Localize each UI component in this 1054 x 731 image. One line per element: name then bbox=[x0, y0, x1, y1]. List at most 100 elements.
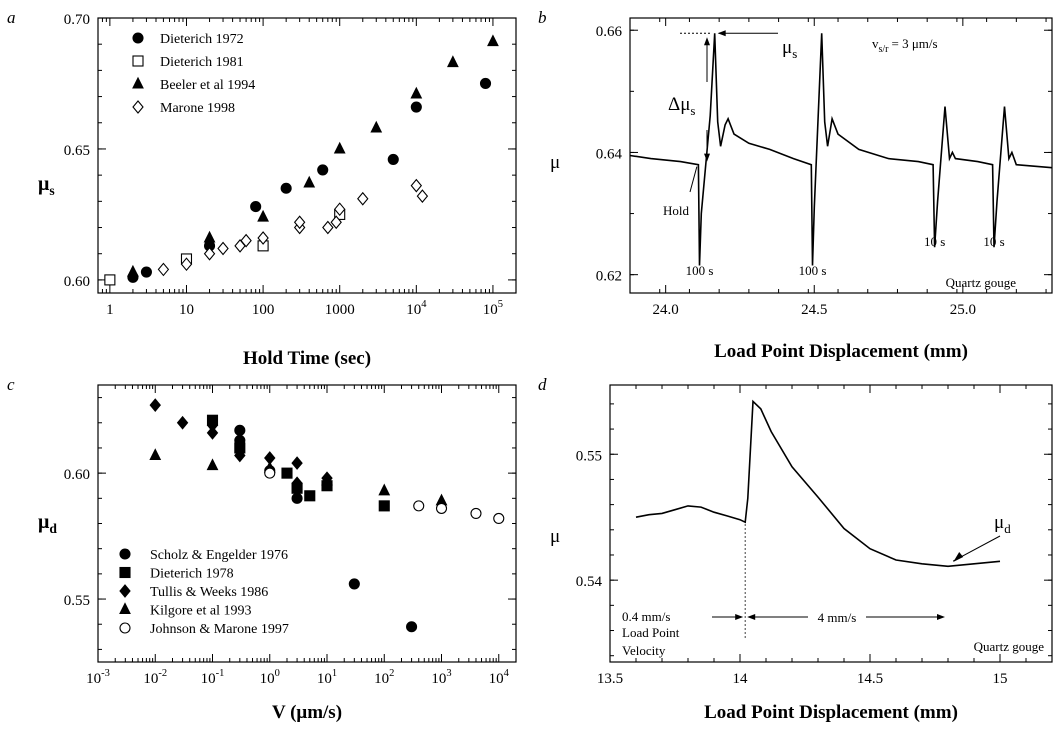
panel-c-legend-marker bbox=[119, 622, 131, 634]
panel-c-legend-label: Johnson & Marone 1997 bbox=[150, 622, 289, 637]
panel-c-ylabel-base: μ bbox=[38, 511, 50, 533]
panel-b-letter: b bbox=[538, 8, 547, 27]
panel-b-mu-s-arrowhead bbox=[717, 30, 726, 37]
panel-b-ytick-label: 0.66 bbox=[596, 24, 623, 40]
panel-c-xtick-label-base: 10 bbox=[317, 671, 332, 687]
panel-a-point bbox=[333, 141, 346, 154]
panel-d-letter: d bbox=[538, 375, 547, 394]
panel-a-point bbox=[257, 209, 269, 222]
panel-d-ytick-label: 0.55 bbox=[576, 448, 602, 464]
panel-a-point bbox=[416, 189, 429, 203]
panel-a-point bbox=[203, 230, 216, 243]
panel-d-mu-d-label: μd bbox=[994, 512, 1011, 536]
panel-a-point bbox=[127, 264, 139, 277]
panel-c-ytick-label: 0.60 bbox=[64, 467, 90, 483]
panel-a-point bbox=[240, 233, 252, 248]
panel-a-legend-marker bbox=[132, 32, 144, 44]
panel-a-ytick-label: 0.65 bbox=[64, 143, 90, 159]
panel-c-xtick-label-base: 10 bbox=[260, 671, 275, 687]
panel-a-point bbox=[203, 246, 216, 261]
panel-b-mu-s-label: μs bbox=[782, 37, 797, 61]
panel-c-frame bbox=[97, 384, 517, 663]
panel-b-xlabel: Load Point Displacement (mm) bbox=[714, 341, 968, 362]
panel-a-xtick-label: 10 bbox=[179, 302, 194, 318]
panel-c-legend-marker bbox=[119, 566, 131, 579]
panel-c-xtick-label-sup: 3 bbox=[446, 668, 451, 679]
panel-d-frame bbox=[609, 384, 1053, 663]
panel-b-material-label: Quartz gouge bbox=[946, 275, 1017, 290]
panel-a-legend-marker bbox=[132, 100, 144, 114]
panel-a-xtick-label: 105 bbox=[483, 299, 503, 318]
panel-c-point bbox=[234, 448, 246, 463]
panel-a-legend-label: Dieterich 1981 bbox=[160, 55, 244, 70]
panel-d-mu-d-arrowhead bbox=[953, 552, 964, 563]
panel-d-xtick-label: 14.5 bbox=[857, 671, 883, 687]
panel-c-xtick-label: 103 bbox=[431, 668, 451, 687]
panel-c-legend-marker bbox=[119, 584, 131, 598]
panel-a-frame bbox=[97, 17, 517, 294]
panel-c-point bbox=[281, 467, 293, 479]
panel-a-legend-marker bbox=[132, 76, 144, 89]
panel-c-ylabel: μd bbox=[38, 511, 57, 536]
panel-b-mu-s-label-base: μ bbox=[782, 37, 792, 58]
panel-d-velocity-label: Velocity bbox=[622, 643, 666, 658]
panel-d-mu-d-label-base: μ bbox=[994, 512, 1004, 533]
panel-c-xtick-label-sup: 2 bbox=[389, 668, 394, 679]
panel-d-load-point-label: Load Point bbox=[622, 625, 680, 640]
panel-c-point bbox=[206, 458, 219, 471]
panel-a-point bbox=[280, 182, 292, 194]
panel-a-xtick-label: 1000 bbox=[325, 302, 355, 318]
panel-c-xtick-label: 10-2 bbox=[143, 668, 167, 687]
panel-d-low-velocity: 0.4 mm/s bbox=[622, 609, 670, 624]
panel-c-xtick-label-base: 10 bbox=[86, 671, 101, 687]
panel-c-point bbox=[435, 502, 448, 514]
panel-c-series bbox=[234, 424, 418, 633]
panel-a-point bbox=[487, 34, 499, 47]
panel-c-letter: c bbox=[7, 375, 15, 394]
panel-c-scatter-velocity: 10-3 10-2 10-1 100 101 102 103 1040.550.60cμdV … bbox=[7, 375, 517, 723]
panel-a-ylabel-base: μ bbox=[38, 173, 50, 195]
panel-c-point bbox=[378, 483, 391, 496]
panel-a-xtick-label-base: 100 bbox=[252, 302, 275, 318]
panel-d-xtick-label: 14 bbox=[733, 671, 749, 687]
panel-b-ylabel: μ bbox=[550, 152, 560, 173]
panel-b-xtick-label: 24.0 bbox=[653, 302, 679, 318]
panel-a-legend-label: Marone 1998 bbox=[160, 101, 235, 116]
panel-c-xtick-label-sup: -2 bbox=[158, 668, 167, 679]
panel-c-point bbox=[149, 398, 161, 413]
panel-d-ylabel: μ bbox=[550, 526, 560, 547]
panel-c-legend-label: Dieterich 1978 bbox=[150, 567, 234, 582]
panel-a-point bbox=[330, 215, 342, 230]
panel-c-point bbox=[291, 476, 303, 491]
panel-a-xtick-label-sup: 4 bbox=[421, 299, 427, 310]
panel-a-point bbox=[317, 164, 329, 176]
panel-a-ylabel-sub: s bbox=[49, 183, 54, 198]
panel-c-point bbox=[206, 425, 219, 440]
panel-a-xtick-label-base: 10 bbox=[483, 302, 498, 318]
panel-a-xtick-label-sup: 5 bbox=[498, 299, 503, 310]
panel-d-material-label: Quartz gouge bbox=[974, 639, 1045, 654]
panel-c-series bbox=[264, 467, 505, 525]
panel-b-velocity-value: = 3 μm/s bbox=[892, 36, 938, 51]
panel-c-legend-marker bbox=[119, 602, 131, 615]
panel-b-delta-mu-label: Δμs bbox=[668, 94, 695, 118]
panel-d-high-velocity-arrowhead-right bbox=[937, 614, 945, 620]
panel-a-series bbox=[127, 34, 499, 277]
panel-b-ytick-label: 0.62 bbox=[596, 269, 622, 285]
panel-a-point bbox=[257, 231, 269, 245]
panel-a-point bbox=[387, 153, 399, 165]
panel-a-point bbox=[140, 266, 152, 278]
panel-c-legend-label: Tullis & Weeks 1986 bbox=[150, 585, 268, 600]
panel-a-series bbox=[157, 178, 429, 277]
panel-b-delta-mu-label-base: Δμ bbox=[668, 94, 690, 115]
panel-d-high-velocity: 4 mm/s bbox=[818, 610, 857, 625]
panel-c-point bbox=[378, 500, 390, 512]
panel-c-xtick-label: 101 bbox=[317, 668, 337, 687]
panel-b-hold-100s-1: 100 s bbox=[686, 263, 714, 278]
panel-c-xtick-label-sup: 4 bbox=[504, 668, 510, 679]
panel-b-hold-10s-1: 10 s bbox=[924, 234, 945, 249]
panel-b-hold-10s-2: 10 s bbox=[983, 234, 1004, 249]
panel-a-point bbox=[479, 77, 492, 90]
